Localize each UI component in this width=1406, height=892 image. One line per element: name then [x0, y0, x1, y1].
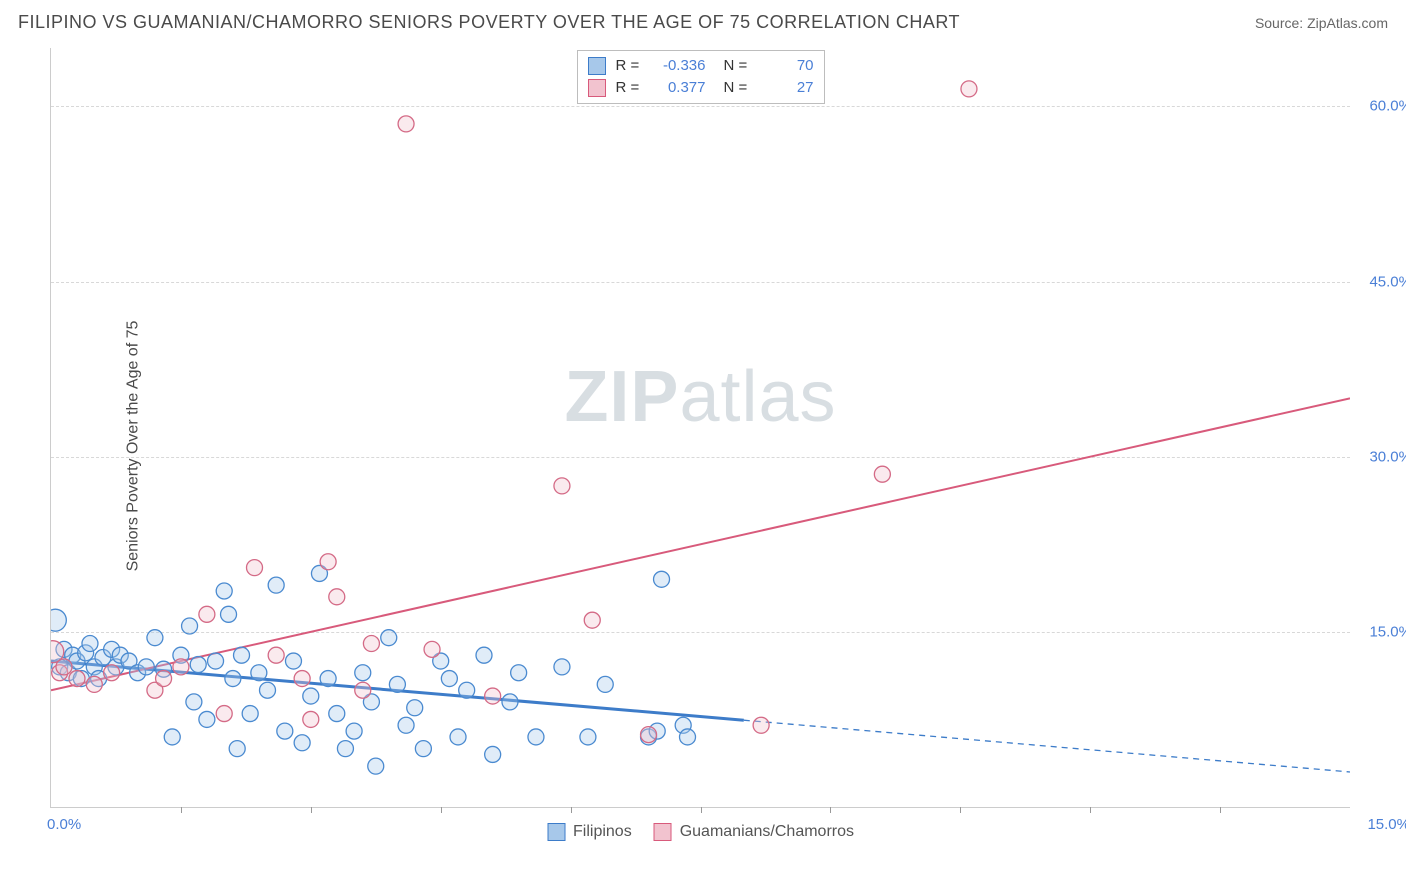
x-tick-mark — [960, 807, 961, 813]
y-tick-label: 15.0% — [1356, 623, 1406, 640]
correlation-legend: R = -0.336 N = 70 R = 0.377 N = 27 — [577, 50, 825, 104]
legend-item-guamanians: Guamanians/Chamorros — [654, 823, 854, 841]
swatch-guamanians-icon — [654, 823, 672, 841]
swatch-filipinos — [588, 57, 606, 75]
legend-label-guamanians: Guamanians/Chamorros — [680, 823, 854, 841]
legend-row-guamanians: R = 0.377 N = 27 — [588, 77, 814, 99]
swatch-filipinos-icon — [547, 823, 565, 841]
legend-row-filipinos: R = -0.336 N = 70 — [588, 55, 814, 77]
series-legend: Filipinos Guamanians/Chamorros — [547, 823, 854, 841]
x-tick-mark — [1090, 807, 1091, 813]
legend-label-filipinos: Filipinos — [573, 823, 632, 841]
x-tick-mark — [830, 807, 831, 813]
source-attribution: Source: ZipAtlas.com — [1255, 15, 1388, 31]
y-tick-label: 45.0% — [1356, 273, 1406, 290]
x-tick-mark — [701, 807, 702, 813]
x-origin-label: 0.0% — [47, 816, 81, 833]
x-tick-mark — [311, 807, 312, 813]
y-tick-label: 60.0% — [1356, 98, 1406, 115]
x-tick-mark — [571, 807, 572, 813]
scatter-svg — [51, 48, 1350, 807]
legend-item-filipinos: Filipinos — [547, 823, 632, 841]
x-end-label: 15.0% — [1367, 816, 1406, 833]
x-tick-mark — [181, 807, 182, 813]
plot-area: ZIPatlas R = -0.336 N = 70 R = 0.377 N =… — [50, 48, 1350, 808]
chart-title: FILIPINO VS GUAMANIAN/CHAMORRO SENIORS P… — [18, 12, 960, 33]
x-tick-mark — [441, 807, 442, 813]
y-tick-label: 30.0% — [1356, 448, 1406, 465]
swatch-guamanians — [588, 79, 606, 97]
x-tick-mark — [1220, 807, 1221, 813]
